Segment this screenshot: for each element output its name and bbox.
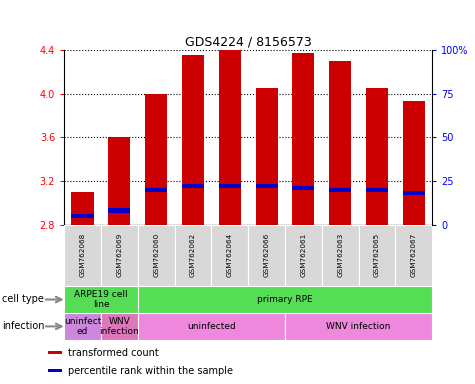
Bar [395, 225, 432, 286]
Bar [175, 225, 211, 286]
Bar [138, 313, 285, 340]
Text: GSM762063: GSM762063 [337, 233, 343, 278]
Text: transformed count: transformed count [68, 348, 159, 358]
Bar [138, 225, 175, 286]
Bar [366, 187, 388, 192]
Bar [145, 187, 167, 192]
Text: GSM762067: GSM762067 [411, 233, 417, 278]
Text: percentile rank within the sample: percentile rank within the sample [68, 366, 233, 376]
Bar [256, 184, 277, 189]
Bar [403, 101, 425, 225]
Text: GSM762068: GSM762068 [79, 233, 86, 278]
Text: cell type: cell type [2, 294, 44, 304]
Text: GSM762065: GSM762065 [374, 233, 380, 278]
Bar [403, 191, 425, 195]
Bar [285, 313, 432, 340]
Bar [218, 184, 241, 189]
Bar [359, 225, 395, 286]
Text: ARPE19 cell
line: ARPE19 cell line [74, 290, 128, 309]
Bar [64, 286, 138, 313]
Title: GDS4224 / 8156573: GDS4224 / 8156573 [185, 36, 312, 49]
Text: uninfect
ed: uninfect ed [64, 317, 101, 336]
Bar [293, 186, 314, 190]
Bar [285, 225, 322, 286]
Text: GSM762066: GSM762066 [264, 233, 270, 278]
Bar [64, 313, 101, 340]
Bar [71, 214, 94, 218]
Text: WNV infection: WNV infection [326, 322, 391, 331]
Bar [248, 225, 285, 286]
Text: GSM762061: GSM762061 [300, 233, 306, 278]
Bar [211, 225, 248, 286]
Text: uninfected: uninfected [187, 322, 236, 331]
Bar [366, 88, 388, 225]
Bar [322, 225, 359, 286]
Text: GSM762062: GSM762062 [190, 233, 196, 278]
Bar [182, 55, 204, 225]
Bar [101, 225, 138, 286]
Bar [218, 50, 241, 225]
Bar [108, 137, 130, 225]
Text: infection: infection [2, 321, 45, 331]
Bar [329, 187, 351, 192]
Bar [64, 225, 101, 286]
Text: WNV
infection: WNV infection [99, 317, 139, 336]
Bar [108, 209, 130, 213]
Bar [48, 369, 62, 372]
Bar [71, 192, 94, 225]
Bar [101, 313, 138, 340]
Bar [145, 94, 167, 225]
Bar [256, 88, 277, 225]
Bar [182, 184, 204, 189]
Text: primary RPE: primary RPE [257, 295, 313, 304]
Text: GSM762064: GSM762064 [227, 233, 233, 278]
Text: GSM762069: GSM762069 [116, 233, 123, 278]
Text: GSM762060: GSM762060 [153, 233, 159, 278]
Bar [48, 351, 62, 354]
Bar [138, 286, 432, 313]
Bar [293, 53, 314, 225]
Bar [329, 61, 351, 225]
